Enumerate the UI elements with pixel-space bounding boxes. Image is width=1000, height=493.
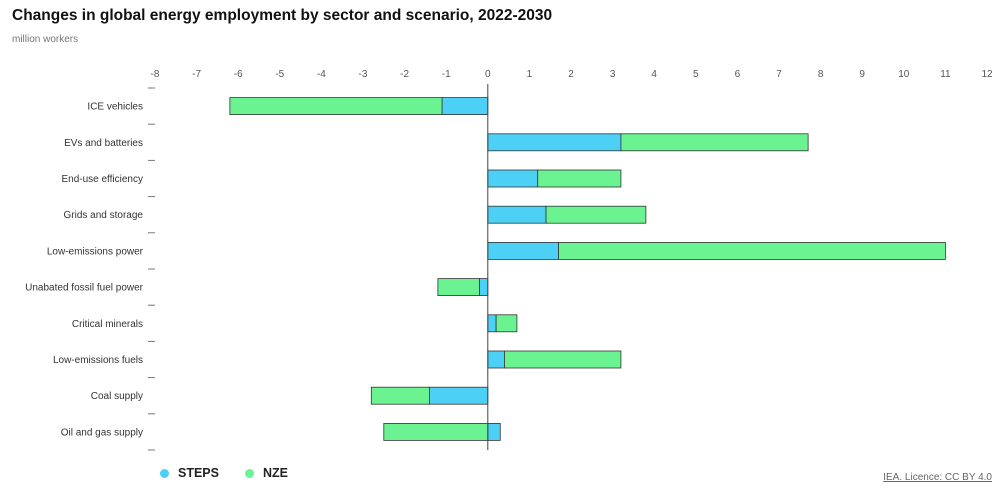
- bar-steps: [487, 241, 559, 260]
- bar-nze: [495, 314, 518, 333]
- bar-steps: [487, 350, 505, 369]
- bar-steps: [487, 133, 622, 152]
- legend-swatch-nze: [245, 468, 254, 478]
- legend-item-nze[interactable]: NZE: [245, 466, 288, 480]
- bar-nze: [537, 169, 622, 188]
- x-tick-label: 1: [527, 69, 533, 80]
- x-tick-label: -7: [192, 69, 201, 80]
- legend-label-nze: NZE: [263, 466, 288, 480]
- bar-steps: [487, 205, 547, 224]
- legend: STEPS NZE: [160, 466, 288, 480]
- bar-nze: [383, 422, 489, 441]
- bar-steps: [479, 278, 489, 297]
- x-tick-label: -6: [234, 69, 243, 80]
- x-tick-label: 3: [610, 69, 616, 80]
- bar-steps: [441, 97, 489, 115]
- x-tick-label: 9: [859, 69, 865, 80]
- legend-label-steps: STEPS: [178, 466, 219, 480]
- x-tick-label: -2: [400, 69, 409, 80]
- legend-swatch-steps: [160, 468, 169, 478]
- x-tick-label: 6: [735, 69, 741, 80]
- category-label: EVs and batteries: [64, 138, 143, 149]
- x-tick-label: -3: [359, 69, 368, 80]
- source-link[interactable]: IEA. Licence: CC BY 4.0: [883, 472, 992, 483]
- category-label: ICE vehicles: [87, 102, 143, 113]
- category-label: Low-emissions fuels: [53, 355, 143, 366]
- x-tick-label: 7: [776, 69, 782, 80]
- bar-nze: [545, 205, 647, 224]
- bar-steps: [487, 169, 539, 188]
- x-tick-label: -8: [151, 69, 160, 80]
- x-tick-label: 11: [940, 69, 951, 80]
- bar-nze: [620, 133, 809, 152]
- bar-nze: [229, 97, 443, 115]
- category-label: Coal supply: [91, 391, 143, 402]
- x-tick-label: -4: [317, 69, 326, 80]
- category-label: End-use efficiency: [61, 174, 143, 185]
- category-label: Oil and gas supply: [61, 427, 143, 438]
- bar-steps: [487, 314, 497, 333]
- category-label: Grids and storage: [64, 210, 144, 221]
- x-tick-label: 0: [485, 69, 491, 80]
- x-tick-label: 2: [568, 69, 574, 80]
- category-label: Unabated fossil fuel power: [25, 283, 144, 294]
- bar-steps: [487, 422, 501, 441]
- x-tick-label: 5: [693, 69, 699, 80]
- bar-nze: [558, 241, 946, 260]
- bar-nze: [504, 350, 622, 369]
- legend-item-steps[interactable]: STEPS: [160, 466, 219, 480]
- x-tick-label: 8: [818, 69, 824, 80]
- category-label: Low-emissions power: [47, 246, 144, 257]
- x-tick-label: -1: [442, 69, 451, 80]
- x-tick-label: 4: [651, 69, 657, 80]
- bar-steps: [429, 386, 489, 405]
- chart-title: Changes in global energy employment by s…: [12, 7, 553, 24]
- chart-subtitle: million workers: [12, 34, 79, 45]
- x-tick-label: 10: [898, 69, 910, 80]
- x-tick-label: 12: [981, 69, 993, 80]
- bar-nze: [437, 278, 480, 297]
- category-label: Critical minerals: [72, 319, 143, 330]
- x-tick-label: -5: [275, 69, 284, 80]
- bar-nze: [370, 386, 430, 405]
